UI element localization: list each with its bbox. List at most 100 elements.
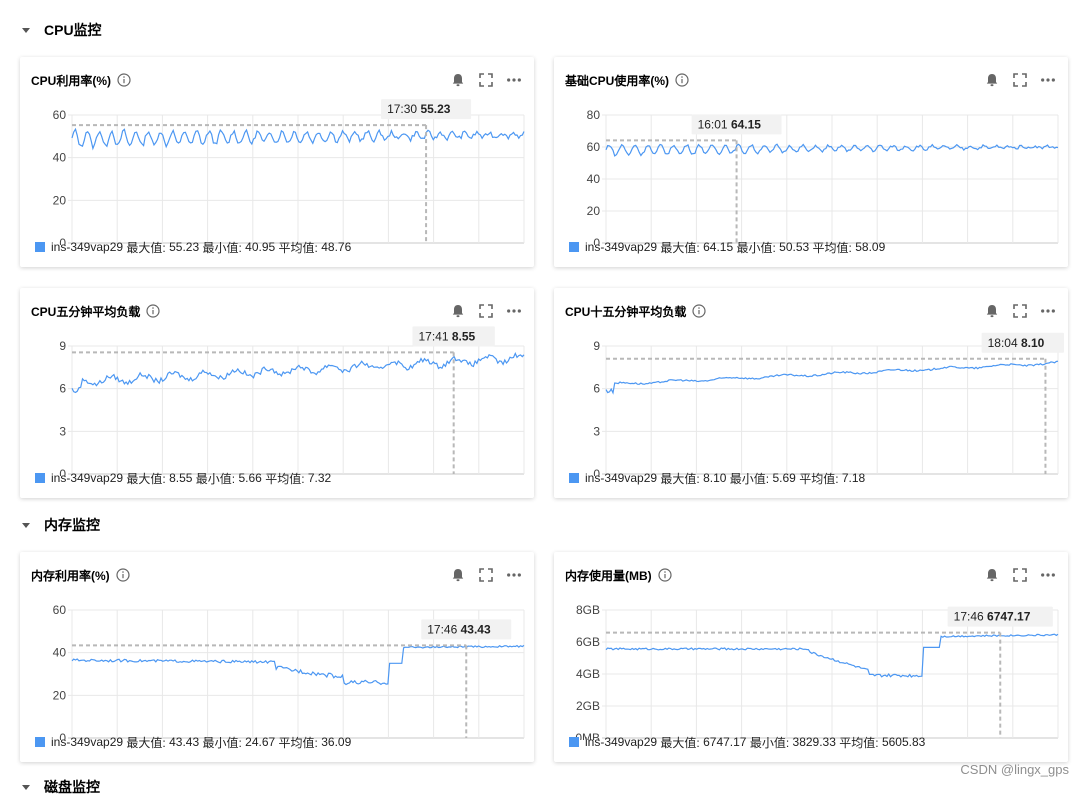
card-header: CPU五分钟平均负载 [31,300,522,322]
legend-max-label: 最大值: [660,471,700,486]
tooltip-text: 16:01 64.15 [698,117,762,131]
fullscreen-icon[interactable] [1012,567,1028,583]
chart-svg: 0MB2GB4GB6GB8GB15:0915:2715:4516:0316:21… [575,603,1059,740]
fullscreen-icon[interactable] [478,72,494,88]
y-tick-label: 0 [593,236,600,245]
fullscreen-icon[interactable] [1012,303,1028,319]
fullscreen-icon[interactable] [1012,72,1028,88]
more-icon[interactable] [1040,72,1056,88]
tooltip-box [421,619,512,640]
tooltip-time: 18:04 [988,336,1021,350]
card-title: 内存使用量(MB) [565,568,652,583]
series-line [605,143,1059,157]
chart-svg: 020406015:0915:2715:4516:0316:2116:3916:… [53,603,525,740]
bell-icon[interactable] [450,303,466,319]
line-chart[interactable]: 0MB2GB4GB6GB8GB15:0915:2715:4516:0316:21… [554,590,1068,740]
card-toolbar [450,72,522,88]
legend-min-value: 40.95 [245,240,276,254]
tooltip-value: 6747.17 [987,610,1031,624]
legend-swatch[interactable] [569,737,579,747]
tooltip-box [981,332,1064,353]
legend-max-label: 最大值: [660,240,700,255]
y-tick-label: 20 [53,193,67,207]
tooltip-text: 17:30 55.23 [387,102,451,116]
legend-series-name[interactable]: ins-349vap29 [51,240,124,254]
legend-avg-label: 平均值: [812,240,852,255]
chart-svg: 036915:0915:2715:4516:0316:2116:3916:571… [593,332,1064,476]
fullscreen-icon[interactable] [478,303,494,319]
chart-card-base-cpu: 基础CPU使用率(%) 02040608015:0915:2715:4516:0… [554,57,1068,267]
section-header-mem[interactable]: 内存监控 [22,515,100,535]
card-toolbar [984,72,1056,88]
legend-series-name[interactable]: ins-349vap29 [585,471,658,485]
tooltip-text: 18:04 8.10 [988,336,1045,350]
legend-series-name[interactable]: ins-349vap29 [51,735,124,749]
legend-swatch[interactable] [35,473,45,483]
card-title: CPU十五分钟平均负载 [565,304,687,319]
legend-series-name[interactable]: ins-349vap29 [51,471,124,485]
bell-icon[interactable] [450,72,466,88]
legend-max-value: 8.55 [169,471,193,485]
tooltip-value: 8.55 [452,329,476,343]
card-title: CPU五分钟平均负载 [31,304,141,319]
chart-card-cpu-util: CPU利用率(%) 020406015:0915:2715:4516:0316:… [20,57,534,267]
line-chart[interactable]: 020406015:0915:2715:4516:0316:2116:3916:… [20,95,534,245]
section-header-disk[interactable]: 磁盘监控 [22,777,100,797]
more-icon[interactable] [506,567,522,583]
legend-swatch[interactable] [569,473,579,483]
legend-min-label: 最小值: [736,240,776,255]
info-circle-icon[interactable] [146,304,160,318]
legend-swatch[interactable] [35,737,45,747]
legend-series-name[interactable]: ins-349vap29 [585,735,658,749]
card-toolbar [450,567,522,583]
legend-min-label: 最小值: [729,471,770,486]
chart-card-cpu-load5: CPU五分钟平均负载 036915:0915:2715:4516:0316:21… [20,288,534,498]
more-icon[interactable] [506,303,522,319]
card-toolbar [984,567,1056,583]
line-chart[interactable]: 02040608015:0915:2715:4516:0316:2116:391… [554,95,1068,245]
card-header: CPU利用率(%) [31,69,522,91]
info-circle-icon[interactable] [675,73,689,87]
more-icon[interactable] [506,72,522,88]
y-tick-label: 80 [587,108,601,122]
legend-avg-value: 5605.83 [881,735,926,749]
y-tick-label: 9 [59,339,66,353]
section-header-cpu[interactable]: CPU监控 [22,20,102,40]
card-header: CPU十五分钟平均负载 [565,300,1056,322]
info-circle-icon[interactable] [692,304,706,318]
tooltip-time: 17:30 [387,102,420,116]
bell-icon[interactable] [984,303,1000,319]
y-tick-label: 6 [593,382,600,396]
legend-min-value: 5.66 [238,471,262,485]
tooltip-box [412,326,495,347]
chart-legend: ins-349vap29 最大值: 43.43 最小值: 24.67 平均值: … [35,734,351,750]
legend-max-label: 最大值: [126,735,166,750]
bell-icon[interactable] [450,567,466,583]
card-title: 基础CPU使用率(%) [565,73,669,88]
legend-series-name[interactable]: ins-349vap29 [585,240,658,254]
legend-swatch[interactable] [569,242,579,252]
info-circle-icon[interactable] [116,568,130,582]
series-line [71,352,525,394]
legend-avg-value: 7.18 [841,471,866,485]
section-title: 磁盘监控 [44,779,100,795]
line-chart[interactable]: 036915:0915:2715:4516:0316:2116:3916:571… [20,326,534,476]
bell-icon[interactable] [984,72,1000,88]
more-icon[interactable] [1040,303,1056,319]
info-circle-icon[interactable] [658,568,672,582]
chart-legend: ins-349vap29 最大值: 6747.17 最小值: 3829.33 平… [569,734,925,750]
y-tick-label: 20 [587,204,601,218]
info-circle-icon[interactable] [117,73,131,87]
tooltip-text: 17:46 6747.17 [954,610,1031,624]
tooltip-value: 8.10 [1021,336,1045,350]
line-chart[interactable]: 020406015:0915:2715:4516:0316:2116:3916:… [20,590,534,740]
tooltip-text: 17:41 8.55 [418,329,475,343]
line-chart[interactable]: 036915:0915:2715:4516:0316:2116:3916:571… [554,326,1068,476]
more-icon[interactable] [1040,567,1056,583]
series-line [71,127,525,151]
fullscreen-icon[interactable] [478,567,494,583]
bell-icon[interactable] [984,567,1000,583]
tooltip-box [381,99,472,120]
legend-swatch[interactable] [35,242,45,252]
legend-max-value: 6747.17 [703,735,747,749]
